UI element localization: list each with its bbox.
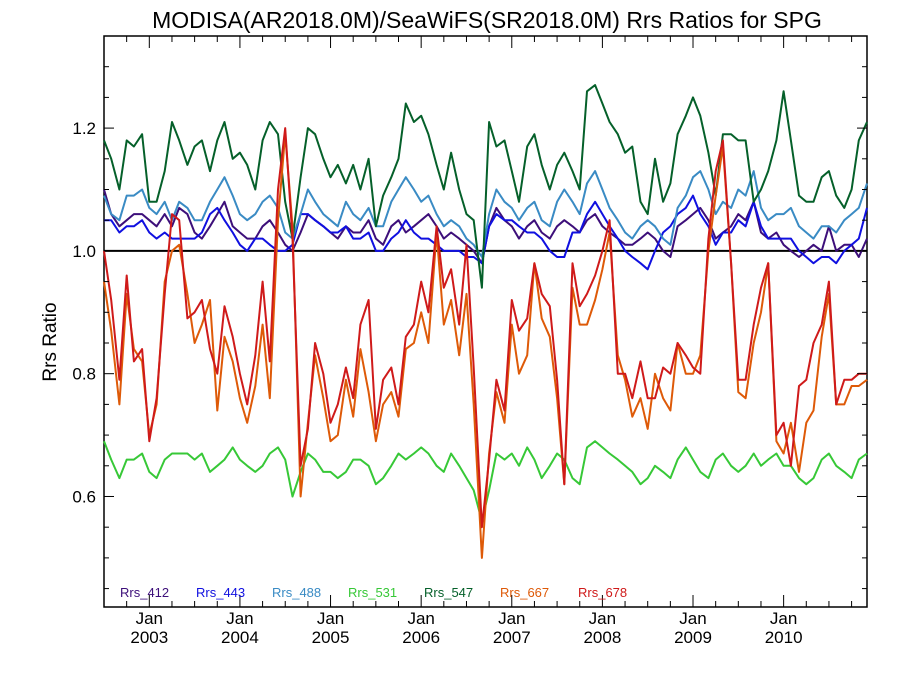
x-tick-month-label: Jan [679,609,706,628]
x-tick-year-label: 2004 [221,628,259,647]
x-tick-year-label: 2008 [583,628,621,647]
x-tick-month-label: Jan [407,609,434,628]
legend-entry-rrs-667: Rrs_667 [500,585,549,600]
x-tick-month-label: Jan [317,609,344,628]
x-axis-ticks: Jan2003Jan2004Jan2005Jan2006Jan2007Jan20… [126,36,853,647]
y-tick-label: 0.8 [72,365,96,384]
y-axis-label: Rrs Ratio [40,302,61,381]
x-tick-year-label: 2010 [765,628,803,647]
legend-entry-rrs-531: Rrs_531 [348,585,397,600]
legend-entry-rrs-488: Rrs_488 [272,585,321,600]
x-tick-month-label: Jan [770,609,797,628]
y-axis-ticks: 0.6 0.8 1.0 1.2 [72,66,867,590]
series-line-rrs-488 [103,170,868,258]
x-tick-year-label: 2007 [493,628,531,647]
x-tick-year-label: 2003 [130,628,168,647]
y-tick-label: 1.0 [72,242,96,261]
x-tick-month-label: Jan [589,609,616,628]
plot-frame [103,35,868,608]
x-tick-month-label: Jan [136,609,163,628]
legend: Rrs_412 Rrs_443 Rrs_488 Rrs_531 Rrs_547 Rrs_6… [120,585,627,600]
series-line-rrs-678 [103,127,867,529]
series-layer [103,84,868,559]
series-line-rrs-443 [104,194,868,271]
legend-entry-rrs-678: Rrs_678 [578,585,627,600]
x-tick-year-label: 2009 [674,628,712,647]
legend-entry-rrs-547: Rrs_547 [424,585,473,600]
x-tick-year-label: 2005 [312,628,350,647]
series-line-rrs-547 [103,84,868,289]
x-tick-month-label: Jan [226,609,253,628]
x-tick-month-label: Jan [498,609,525,628]
y-tick-label: 1.2 [72,119,96,138]
x-tick-year-label: 2006 [402,628,440,647]
legend-entry-rrs-412: Rrs_412 [120,585,169,600]
legend-entry-rrs-443: Rrs_443 [196,585,245,600]
y-tick-label: 0.6 [72,487,96,506]
chart-title: MODISA(AR2018.0M)/SeaWiFS(SR2018.0M) Rrs… [152,7,822,33]
series-line-rrs-667 [103,133,868,559]
